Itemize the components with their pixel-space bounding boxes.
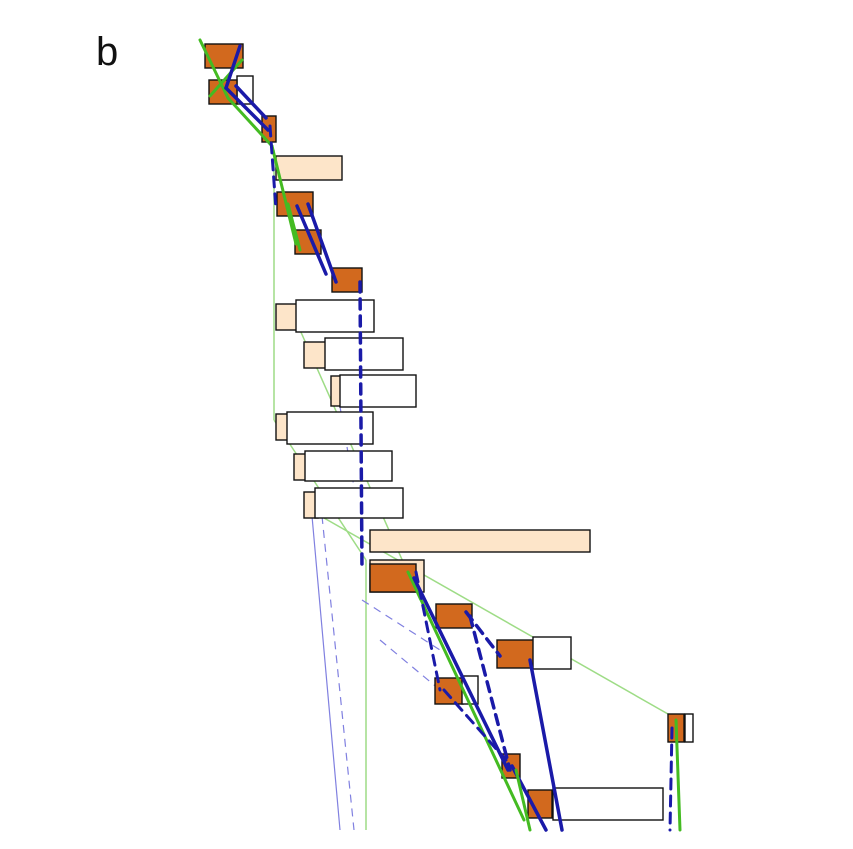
task-bar <box>275 303 299 331</box>
dependency-link <box>295 204 328 276</box>
dependency-link <box>306 202 338 284</box>
task-bar <box>324 337 404 371</box>
dependency-link <box>668 726 674 832</box>
task-bar <box>314 487 404 519</box>
task-bar <box>369 563 417 593</box>
light-link <box>321 515 355 831</box>
task-bar <box>275 155 343 181</box>
dependency-link <box>224 44 242 90</box>
task-bar <box>684 713 694 743</box>
dependency-link <box>528 658 564 832</box>
task-bar <box>532 636 572 670</box>
task-bar <box>435 603 473 629</box>
dependency-links-layer <box>198 38 682 832</box>
task-bar <box>552 787 664 821</box>
dependency-link <box>286 202 302 252</box>
dependency-link <box>412 576 510 772</box>
task-bar <box>295 299 375 333</box>
panel-label: b <box>96 30 119 74</box>
task-bar <box>496 639 536 669</box>
task-bar <box>369 529 591 553</box>
dependency-link <box>442 688 508 762</box>
dependency-link <box>268 124 278 212</box>
dependency-link <box>464 610 502 658</box>
light-link <box>361 599 441 651</box>
dependency-link <box>234 84 268 120</box>
task-bar <box>286 411 374 445</box>
dependency-link <box>208 58 244 98</box>
dependency-link <box>414 570 442 692</box>
light-link <box>311 515 341 831</box>
task-bars-layer <box>204 43 694 821</box>
dependency-link <box>270 144 298 246</box>
dependency-link <box>406 570 526 822</box>
dependency-link <box>358 280 364 572</box>
task-bar <box>303 341 327 369</box>
dependency-link <box>198 38 230 100</box>
task-bar <box>339 374 417 408</box>
dependency-link <box>468 614 512 772</box>
task-bar <box>304 450 393 482</box>
dependency-link <box>674 718 682 832</box>
dependency-link <box>224 86 270 132</box>
dependency-link <box>226 96 274 148</box>
dependency-link <box>514 768 532 832</box>
